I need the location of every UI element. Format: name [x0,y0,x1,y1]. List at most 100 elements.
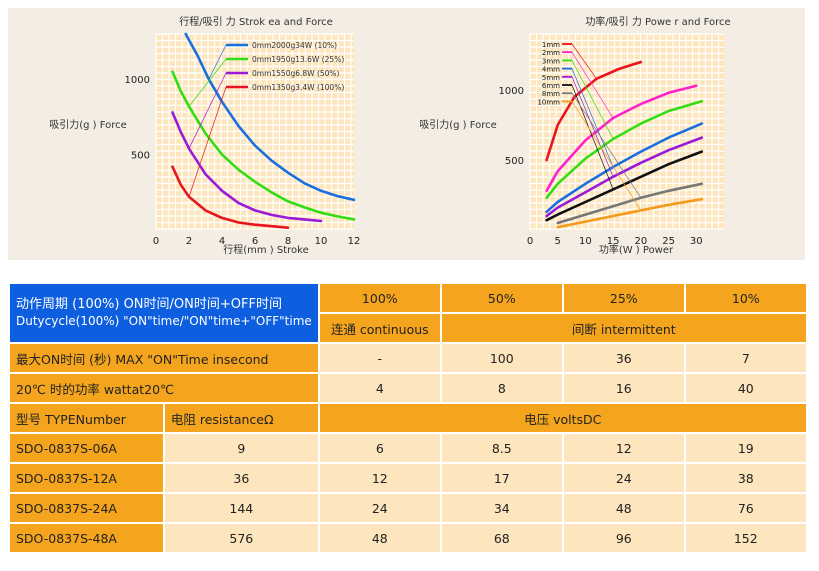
legend-label: 0mm1550g6.8W (50%) [252,69,340,78]
spec-table: 动作周期 (100%) ON时间/ON时间+OFF时间 Dutycycle(10… [8,282,808,554]
power-label: 20℃ 时的功率 wattat20℃ [10,374,318,402]
series-line [171,165,290,229]
type-cell: SDO-0837S-48A [10,524,163,552]
power-value: 16 [563,374,684,402]
legend-leader [571,52,614,119]
volts-cell: 12 [319,464,440,492]
x-tick-label: 10 [579,236,592,247]
legend-label: 4mm [542,66,560,74]
x-tick-label: 2 [186,236,192,247]
legend-label: 6mm [542,82,560,90]
legend-label: 1mm [542,41,560,49]
y-tick-label: 1000 [499,86,524,97]
x-tick-label: 25 [662,236,675,247]
y-tick-label: 500 [505,156,524,167]
intermittent-label: 间断 intermittent [441,314,806,342]
x-axis-label: 行程(mm ) Stroke [223,243,309,256]
legend-leader [188,86,227,197]
volts-cell: 8.5 [441,434,562,462]
x-tick-label: 8 [285,236,291,247]
legend-leader [571,68,614,168]
volts-cell: 152 [685,524,806,552]
max-on-value: 7 [685,344,806,372]
volts-cell: 76 [685,494,806,522]
x-tick-label: 5 [555,236,561,247]
duty-cycle-header-en: Dutycycle(100%) "ON"time/"ON"time+"OFF"t… [16,314,312,328]
type-cell: SDO-0837S-12A [10,464,163,492]
x-tick-label: 0 [527,236,533,247]
legend-leader [571,76,614,177]
series-line [171,111,323,223]
power-value: 4 [319,374,440,402]
legend-leader [571,101,642,211]
volts-cell: 24 [563,464,684,492]
volts-cell: 38 [685,464,806,492]
legend-label: 0mm1350g3.4W (100%) [252,83,344,92]
series-line [184,32,356,202]
y-tick-label: 1000 [125,75,150,86]
x-tick-label: 12 [348,236,361,247]
legend-label: 10mm [537,98,560,106]
volts-cell: 48 [319,524,440,552]
x-tick-label: 30 [690,236,703,247]
type-cell: SDO-0837S-24A [10,494,163,522]
volts-header: 电压 voltsDC [319,404,806,432]
legend-label: 0mm2000g34W (10%) [252,41,337,50]
volts-cell: 24 [319,494,440,522]
duty-cycle-header-cn: 动作周期 (100%) ON时间/ON时间+OFF时间 [16,297,282,312]
legend-leader [571,43,597,80]
continuous-label: 连通 continuous [319,314,440,342]
volts-cell: 19 [685,434,806,462]
resistance-cell: 9 [164,434,318,462]
legend-label: 8mm [542,90,560,98]
table-row: SDO-0837S-24A 144 24 34 48 76 [10,494,806,522]
legend-label: 2mm [542,49,560,57]
series-line [545,60,643,162]
table-row: SDO-0837S-06A 9 6 8.5 12 19 [10,434,806,462]
chart-title: 功率/吸引 力 Powe r and Force [585,15,730,28]
legend-leader [188,72,227,149]
max-on-value: 36 [563,344,684,372]
power-value: 40 [685,374,806,402]
volts-cell: 12 [563,434,684,462]
x-tick-label: 6 [252,236,258,247]
volts-cell: 48 [563,494,684,522]
series-line [556,197,704,229]
charts-panel: 0 2 4 6 8 10 12 500 1000 行程/吸引 力 Strok ea and For… [8,8,805,260]
max-on-value: 100 [441,344,562,372]
resistance-header: 电阻 resistanceΩ [164,404,318,432]
legend-label: 0mm1950g13.6W (25%) [252,55,344,64]
legend-leader [571,84,614,190]
series-line [171,70,356,221]
resistance-cell: 576 [164,524,318,552]
power-value: 8 [441,374,562,402]
x-tick-label: 20 [634,236,647,247]
volts-cell: 34 [441,494,562,522]
legend-leader [188,58,227,107]
x-tick-label: 4 [219,236,225,247]
volts-cell: 17 [441,464,562,492]
legend-leader [208,44,227,80]
legend-label: 3mm [542,57,560,65]
max-on-value: - [319,344,440,372]
duty-25: 25% [563,284,684,312]
x-tick-label: 10 [315,236,328,247]
type-header: 型号 TYPENumber [10,404,163,432]
volts-cell: 96 [563,524,684,552]
x-tick-label: 0 [153,236,159,247]
volts-cell: 68 [441,524,562,552]
max-on-label: 最大ON时间 (秒) MAX "ON"Time insecond [10,344,318,372]
duty-10: 10% [685,284,806,312]
type-cell: SDO-0837S-06A [10,434,163,462]
y-axis-label: 吸引力(g ) Force [49,118,127,131]
legend-leader [571,60,614,140]
table-row: SDO-0837S-12A 36 12 17 24 38 [10,464,806,492]
y-axis-label: 吸引力(g ) Force [419,118,497,131]
legend-label: 5mm [542,74,560,82]
duty-100: 100% [319,284,440,312]
series-line [556,182,704,225]
resistance-cell: 144 [164,494,318,522]
x-tick-label: 15 [607,236,620,247]
resistance-cell: 36 [164,464,318,492]
volts-cell: 6 [319,434,440,462]
